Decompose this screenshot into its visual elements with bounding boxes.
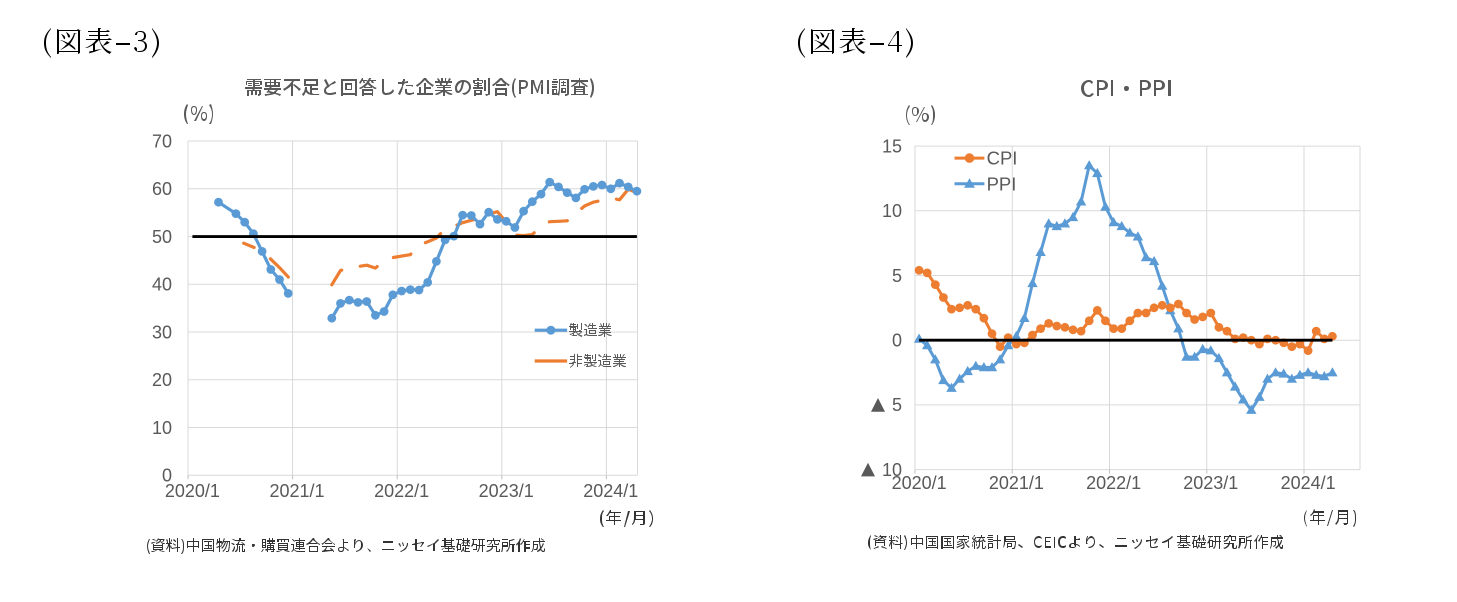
svg-text:2023/1: 2023/1 [479, 481, 534, 501]
svg-text:10: 10 [882, 201, 902, 221]
svg-text:2024/1: 2024/1 [583, 481, 638, 501]
svg-text:2023/1: 2023/1 [1183, 473, 1238, 493]
svg-text:70: 70 [152, 131, 172, 151]
svg-text:2021/1: 2021/1 [989, 473, 1044, 493]
svg-text:2020/1: 2020/1 [165, 481, 220, 501]
svg-text:5: 5 [892, 395, 902, 415]
svg-text:2021/1: 2021/1 [269, 481, 324, 501]
svg-text:CPI: CPI [987, 148, 1018, 169]
svg-text:PPI: PPI [987, 173, 1017, 194]
svg-text:20: 20 [152, 370, 172, 390]
svg-text:5: 5 [892, 266, 902, 286]
svg-text:2022/1: 2022/1 [374, 481, 429, 501]
svg-text:0: 0 [162, 466, 172, 486]
svg-text:30: 30 [152, 322, 172, 342]
svg-text:0: 0 [892, 331, 902, 351]
svg-text:50: 50 [152, 227, 172, 247]
svg-text:2020/1: 2020/1 [892, 473, 947, 493]
svg-text:2022/1: 2022/1 [1086, 473, 1141, 493]
svg-text:10: 10 [152, 418, 172, 438]
svg-text:60: 60 [152, 179, 172, 199]
svg-text:2024/1: 2024/1 [1281, 473, 1336, 493]
svg-text:10: 10 [882, 460, 902, 480]
svg-text:15: 15 [882, 136, 902, 156]
svg-text:40: 40 [152, 275, 172, 295]
